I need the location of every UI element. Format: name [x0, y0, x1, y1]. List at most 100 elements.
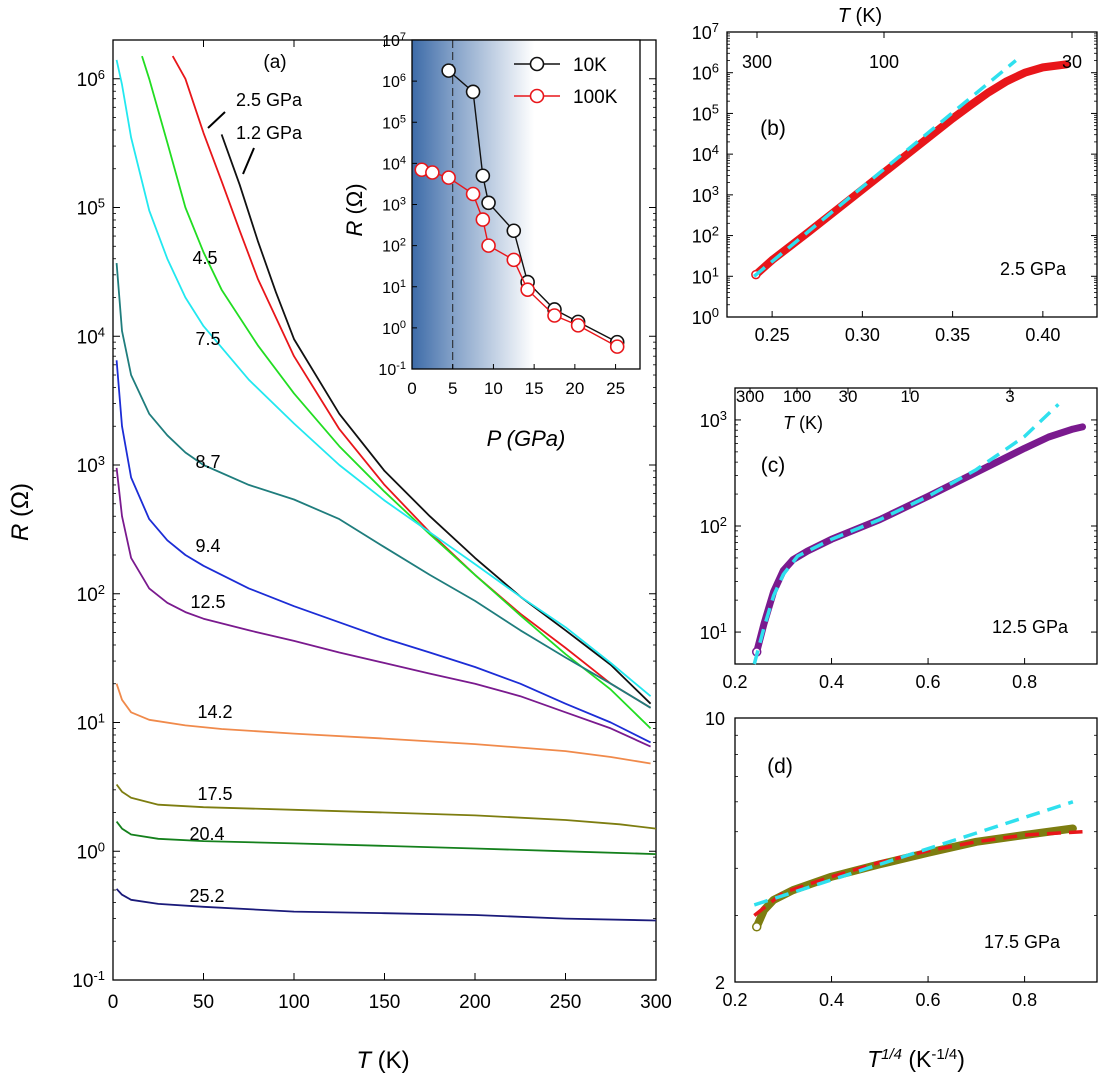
x-tick-label: 0.2	[722, 672, 747, 692]
curve-20-4-gpa	[115, 821, 657, 855]
x-tick-label: 25	[606, 379, 625, 398]
curve-1-2-gpa	[220, 134, 652, 705]
panel-d-frame	[734, 717, 1098, 983]
y-tick-label: 100	[382, 319, 406, 338]
curve-2-5-gpa	[171, 55, 652, 709]
fit-fit	[752, 59, 1017, 278]
y-tick-label: 100	[692, 305, 719, 329]
y-tick-label: 2	[715, 973, 725, 993]
legend-label: 100K	[573, 87, 618, 108]
x-tick-label: 10	[484, 379, 503, 398]
y-tick-label: 103	[382, 196, 406, 215]
top-tick-label: 100	[783, 387, 811, 406]
top-axis-label: T (K)	[783, 413, 823, 433]
top-tick-label: 300	[742, 52, 772, 72]
inset-point-100K	[506, 252, 522, 268]
x-tick-label: 0.4	[819, 672, 844, 692]
top-tick-label: 3	[1005, 387, 1014, 406]
top-tick-label: 30	[1062, 52, 1082, 72]
y-tick-label: 106	[77, 66, 105, 91]
legend-label: 10K	[573, 55, 607, 76]
legend-marker	[529, 88, 545, 104]
inset-point-10K	[441, 63, 456, 78]
y-tick-label: 105	[77, 195, 105, 220]
inset-point-100K	[475, 212, 491, 227]
y-axis-label: R (Ω)	[7, 483, 34, 541]
annotation: 2.5 GPa	[1000, 259, 1067, 279]
fit-fit-red	[753, 829, 1083, 917]
x-tick-label: 0.40	[1025, 325, 1060, 345]
fit-fit	[752, 403, 1060, 665]
curve-label: 8.7	[195, 452, 220, 472]
curve-7-5-gpa	[115, 59, 652, 697]
inset-point-100K	[441, 170, 456, 185]
curve-label: 20.4	[189, 824, 224, 844]
top-tick-label: 30	[839, 387, 858, 406]
x-tick-label: 5	[448, 379, 457, 398]
inset-point-100K	[425, 165, 440, 180]
y-tick-label: 102	[382, 237, 406, 256]
x-axis-label: P (GPa)	[487, 426, 566, 451]
data-band	[751, 60, 1071, 279]
inset-point-100K	[481, 238, 496, 253]
curve-12-5-gpa	[115, 467, 651, 748]
x-tick-label: 0.4	[819, 990, 844, 1010]
curve-14-2-gpa	[115, 683, 651, 765]
y-tick-label: 102	[77, 581, 105, 606]
x-tick-label: 0.35	[935, 325, 970, 345]
annotation: 17.5 GPa	[984, 932, 1061, 952]
y-tick-label: 102	[692, 223, 719, 247]
inset-point-10K	[465, 84, 481, 100]
x-tick-label: 50	[193, 992, 214, 1013]
curve-8-7-gpa	[115, 263, 652, 709]
y-tick-label: 10-1	[378, 360, 406, 379]
top-tick-label: 10	[901, 387, 920, 406]
x-tick-label: 0.30	[845, 325, 880, 345]
y-tick-label: 106	[382, 72, 406, 91]
curve-label: 4.5	[192, 248, 217, 268]
inset-point-10K	[481, 195, 496, 211]
curve-9-4-gpa	[115, 360, 652, 744]
x-tick-label: 20	[565, 379, 584, 398]
y-tick-label: 10	[705, 709, 725, 729]
x-tick-label: 0	[407, 379, 416, 398]
curve-label: 14.2	[197, 702, 232, 722]
panel-b-frame	[726, 31, 1098, 318]
data-point	[751, 922, 762, 932]
y-tick-label: 107	[382, 31, 406, 50]
panel-label: (a)	[263, 52, 286, 73]
y-tick-label: 104	[77, 324, 105, 349]
panel-label: (c)	[761, 454, 786, 477]
top-tick-label: 300	[736, 387, 764, 406]
top-axis-label: T (K)	[838, 5, 882, 27]
x-tick-label: 0.2	[722, 990, 747, 1010]
curve-label: 1.2 GPa	[236, 123, 303, 143]
y-tick-label: 105	[692, 101, 719, 125]
panel-label: (d)	[767, 755, 793, 778]
y-tick-label: 10-1	[72, 968, 105, 993]
x-tick-label: 0.6	[916, 990, 941, 1010]
y-tick-label: 103	[692, 182, 719, 206]
x-tick-label: 0.6	[916, 672, 941, 692]
legend-marker	[529, 56, 545, 72]
y-tick-label: 104	[382, 154, 406, 173]
data-band	[752, 824, 1077, 931]
y-tick-label: 101	[692, 264, 719, 288]
curve-4-5-gpa	[141, 55, 652, 730]
inset-point-10K	[475, 168, 491, 184]
x-axis-label: T (K)	[356, 1047, 409, 1074]
curve-label: 25.2	[189, 886, 224, 906]
y-tick-label: 104	[692, 142, 719, 166]
inset-point-100K	[465, 186, 481, 202]
x-tick-label: 150	[369, 992, 401, 1013]
y-tick-label: 105	[382, 113, 406, 132]
panel-b: 100 101 102 103 104 105 106 107 0.25 0.30 0.35 0.40…	[692, 5, 1098, 345]
x-tick-label: 0	[108, 992, 119, 1013]
x-tick-label: 15	[525, 379, 544, 398]
x-tick-label: 0.8	[1012, 672, 1037, 692]
x-tick-label: 200	[459, 992, 491, 1013]
y-tick-label: 101	[77, 710, 105, 735]
y-tick-label: 103	[77, 453, 105, 478]
